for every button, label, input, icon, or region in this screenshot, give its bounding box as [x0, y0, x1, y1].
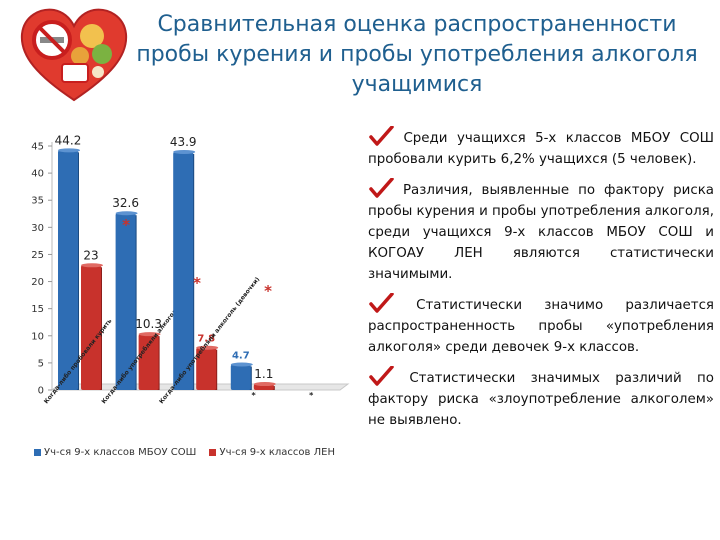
data-label: 7.8 [197, 334, 215, 345]
bar-top [230, 362, 253, 367]
data-label: 10.3 [135, 317, 162, 331]
significance-star: * [264, 282, 272, 300]
bar-series-2 [196, 347, 217, 390]
y-tick-label: 0 [38, 386, 44, 397]
bar-series-1 [58, 150, 78, 390]
data-label: 43.9 [170, 135, 197, 149]
bar-top [58, 148, 80, 153]
chart-legend: Уч-ся 9-х классов МБОУ СОШ Уч-ся 9-х кла… [34, 447, 345, 458]
x-category-label: * [309, 391, 314, 400]
data-label: 1.1 [254, 367, 273, 381]
findings-panel: Среди учащихся 5-х классов МБОУ СОШ проб… [368, 126, 714, 439]
bar-series-1 [230, 364, 251, 390]
legend-label-series-1: Уч-ся 9-х классов МБОУ СОШ [44, 447, 197, 458]
y-tick-label: 35 [31, 196, 44, 207]
bar-series-1 [115, 213, 136, 390]
legend-item-series-1: Уч-ся 9-х классов МБОУ СОШ [34, 447, 196, 458]
x-category-label: * [252, 391, 257, 400]
finding-item: Различия, выявленные по фактору риска пр… [368, 178, 714, 285]
finding-text: Статистически значимо различается распро… [368, 298, 714, 355]
y-tick-label: 45 [31, 142, 44, 153]
slide-title: Сравнительная оценка распространенности … [136, 12, 698, 97]
data-label: 4.7 [232, 351, 250, 362]
bar-series-1 [173, 151, 194, 390]
y-tick-label: 15 [31, 304, 44, 315]
significance-star: * [122, 216, 130, 234]
checkmark-icon [369, 178, 394, 198]
y-tick-label: 10 [31, 331, 44, 342]
finding-item: Среди учащихся 5-х классов МБОУ СОШ проб… [368, 126, 714, 170]
data-label: 32.6 [112, 196, 139, 210]
bar-series-2 [138, 334, 159, 390]
data-label: 44.2 [55, 133, 82, 147]
finding-item: Статистически значимо различается распро… [368, 293, 714, 358]
finding-text: Среди учащихся 5-х классов МБОУ СОШ проб… [368, 131, 714, 167]
checkmark-icon [369, 366, 394, 386]
y-tick-label: 5 [38, 358, 44, 369]
y-tick-label: 20 [31, 277, 44, 288]
bar-series-2 [81, 265, 101, 390]
y-tick-label: 30 [31, 223, 44, 234]
legend-label-series-2: Уч-ся 9-х классов ЛЕН [219, 447, 335, 458]
data-label: 23 [83, 248, 98, 262]
bar-chart: 0 5 10 15 20 25 30 35 40 45 44.2 23 Когда-либо пробо… [0, 118, 370, 478]
no-smoking-heart-logo [20, 8, 128, 102]
bar-top [115, 211, 138, 216]
bar-top [196, 345, 219, 350]
y-tick-label: 25 [31, 250, 44, 261]
bar-top [81, 263, 103, 268]
bar-top [173, 149, 196, 154]
bar-top [253, 382, 276, 387]
bar-top [138, 332, 161, 337]
legend-swatch-red [209, 448, 217, 456]
y-tick-label: 40 [31, 169, 44, 180]
checkmark-icon [369, 126, 394, 146]
checkmark-icon [369, 293, 394, 313]
finding-text: Различия, выявленные по фактору риска пр… [368, 183, 714, 282]
legend-item-series-2: Уч-ся 9-х классов ЛЕН [209, 447, 335, 458]
finding-text: Статистически значимых различий по факто… [368, 371, 714, 428]
significance-star: * [193, 274, 201, 292]
legend-swatch-blue [34, 448, 41, 456]
finding-item: Статистически значимых различий по факто… [368, 366, 714, 431]
